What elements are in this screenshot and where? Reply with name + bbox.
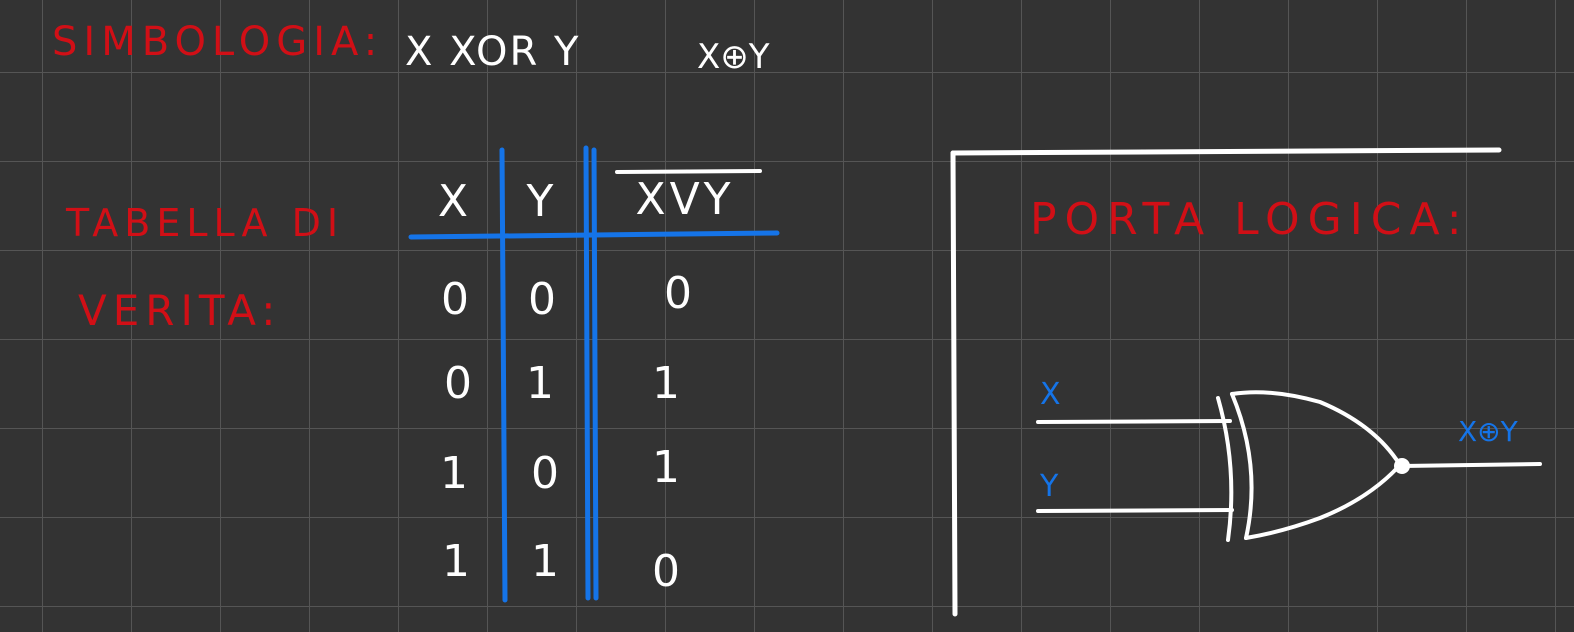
xor-gate-symbol [1036, 390, 1542, 542]
gate-back-curve [1230, 392, 1254, 540]
header-overline [615, 169, 762, 174]
table-cell-r2-y: 1 [526, 358, 554, 409]
table-cell-r1-xor: 0 [664, 268, 692, 319]
table-cell-r4-xor: 0 [652, 546, 680, 597]
table-cell-r1-y: 0 [528, 274, 556, 325]
truth-table-label-line1: TABELLA DI [66, 201, 345, 245]
gate-input-x-label: X [1040, 377, 1061, 412]
table-divider-double-b [591, 147, 599, 601]
xor-back-curve [1216, 396, 1234, 542]
input-wire-x [1036, 419, 1232, 424]
table-divider-x-y [499, 147, 508, 603]
truth-table-header-x: X [437, 176, 469, 227]
gate-input-y-label: Y [1040, 469, 1059, 504]
gate-frame [950, 147, 1502, 617]
output-wire [1400, 462, 1542, 468]
truth-table-header-xor: XVY [635, 174, 735, 225]
table-cell-r2-xor: 1 [652, 358, 680, 409]
table-cell-r3-xor: 1 [652, 442, 680, 493]
table-cell-r2-x: 0 [444, 358, 472, 409]
table-cell-r4-y: 1 [531, 536, 559, 587]
table-divider-double-a [583, 145, 591, 601]
symbology-label: SIMBOLOGIA: [52, 19, 384, 65]
input-wire-y [1036, 508, 1234, 513]
logic-gate-label: PORTA LOGICA: [1030, 194, 1470, 245]
output-junction-dot [1394, 458, 1410, 474]
table-cell-r3-y: 0 [531, 448, 559, 499]
truth-table-grid-lines [408, 145, 780, 603]
symbology-expression-symbol: X⊕Y [697, 37, 770, 77]
table-cell-r3-x: 1 [440, 448, 468, 499]
gate-body [1230, 390, 1402, 540]
table-cell-r4-x: 1 [442, 536, 470, 587]
table-cell-r1-x: 0 [441, 274, 469, 325]
truth-table-label-line2: VERITA: [78, 286, 282, 335]
truth-table-header-y: Y [526, 176, 554, 227]
symbology-expression-word: X XOR Y [405, 29, 581, 75]
gate-output-label: X⊕Y [1458, 415, 1518, 448]
